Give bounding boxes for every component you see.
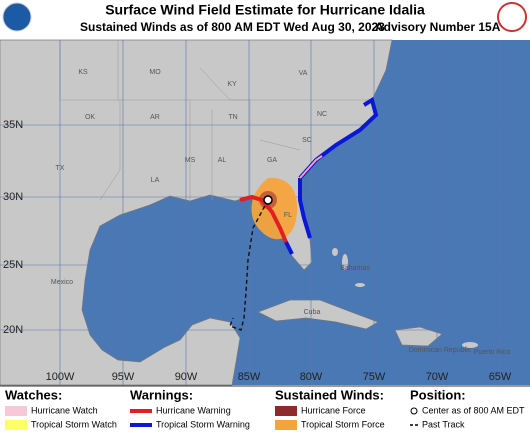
bahamas-island — [355, 283, 365, 287]
labels: 35N 30N 25N 20N 100W 95W 90W 85W 80W 75W 70W 65W KS M… — [3, 69, 512, 383]
place-label: Cuba — [304, 309, 321, 316]
longitude-label: 85W — [238, 371, 261, 383]
place-label: AL — [218, 157, 227, 164]
advisory: Advisory Number 15A — [375, 20, 501, 34]
legend-heading: Watches: — [5, 387, 62, 402]
legend-swatch — [410, 407, 418, 415]
legend-swatch — [5, 406, 27, 416]
place-label: Mexico — [51, 279, 73, 286]
place-label: MS — [185, 157, 196, 164]
place-label: SC — [302, 137, 312, 144]
legend-heading: Sustained Winds: — [275, 387, 384, 402]
place-label: Dominican Republic — [409, 347, 472, 354]
place-label: KS — [78, 69, 88, 76]
latitude-label: 25N — [3, 259, 23, 271]
legend-item: Tropical Storm Watch — [31, 419, 117, 429]
place-label: GA — [267, 157, 277, 164]
legend-swatch — [5, 420, 27, 430]
tropical-storm-warning — [284, 241, 294, 255]
subtitle: Sustained Winds as of 800 AM EDT Wed Aug… — [80, 20, 385, 34]
longitude-label: 70W — [426, 371, 449, 383]
legend-item: Hurricane Force — [301, 405, 366, 415]
legend-heading: Warnings: — [130, 387, 193, 402]
legend-swatch — [275, 406, 297, 416]
title: Surface Wind Field Estimate for Hurrican… — [105, 2, 425, 18]
legend-item: Tropical Storm Warning — [156, 419, 250, 429]
longitude-label: 95W — [112, 371, 135, 383]
longitude-label: 100W — [46, 371, 75, 383]
hurricane-watch — [299, 155, 323, 179]
tropical-storm-warning — [298, 178, 312, 239]
map — [0, 39, 530, 386]
cuba — [257, 299, 379, 330]
noaa-logo — [2, 2, 32, 32]
longitude-label: 80W — [300, 371, 323, 383]
bahamas-island — [342, 254, 348, 270]
place-label: LA — [151, 177, 160, 184]
place-label: Bahamas — [340, 265, 370, 272]
place-label: OK — [85, 114, 95, 121]
puerto-rico — [462, 342, 478, 348]
legend-item: Tropical Storm Force — [301, 419, 385, 429]
legend-item: Past Track — [422, 419, 465, 429]
storm-center — [263, 195, 273, 205]
latitude-label: 20N — [3, 324, 23, 336]
place-label: KY — [227, 81, 237, 88]
place-label: MO — [149, 69, 161, 76]
legend-item: Center as of 800 AM EDT — [422, 405, 525, 415]
place-label: TN — [228, 114, 237, 121]
nws-logo — [497, 2, 527, 32]
latitude-label: 30N — [3, 191, 23, 203]
place-label: NC — [317, 111, 327, 118]
place-label: TX — [56, 165, 65, 172]
legend-item: Hurricane Watch — [31, 405, 98, 415]
place-label: AR — [150, 114, 160, 121]
past-track — [229, 199, 269, 331]
longitude-label: 65W — [489, 371, 512, 383]
place-label: Puerto Rico — [474, 349, 511, 356]
legend-swatch — [275, 420, 297, 430]
longitude-label: 90W — [175, 371, 198, 383]
hurricane-warning — [239, 194, 288, 243]
place-label: FL — [284, 212, 292, 219]
place-label: VA — [299, 70, 308, 77]
legend-heading: Position: — [410, 387, 466, 402]
bahamas-island — [332, 248, 338, 256]
latitude-label: 35N — [3, 119, 23, 131]
hispaniola — [394, 326, 443, 347]
legend-item: Hurricane Warning — [156, 405, 231, 415]
legend: Watches: Hurricane Watch Tropical Storm Wa… — [5, 387, 525, 430]
longitude-label: 75W — [363, 371, 386, 383]
